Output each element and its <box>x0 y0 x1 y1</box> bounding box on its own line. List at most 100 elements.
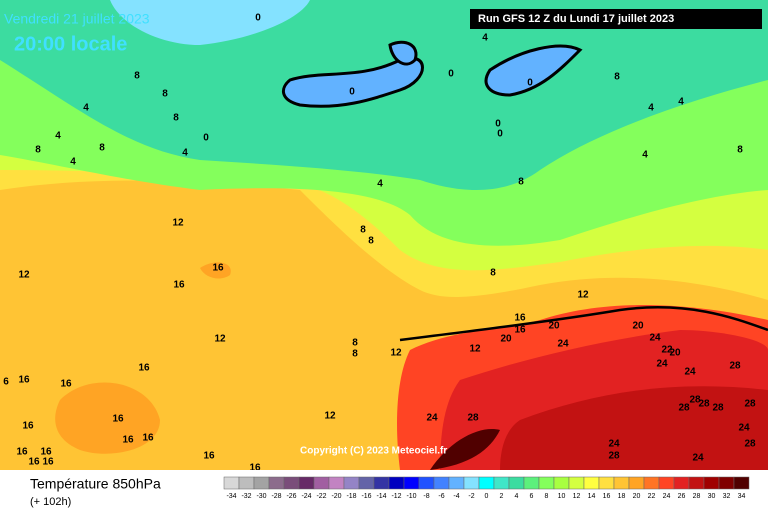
contour-label: 28 <box>712 403 724 414</box>
contour-label: 16 <box>122 435 134 446</box>
scale-swatch <box>448 476 465 490</box>
contour-label: 24 <box>692 453 704 464</box>
contour-label: 0 <box>527 78 533 89</box>
contour-label: 24 <box>608 439 620 450</box>
scale-label: 32 <box>723 493 731 500</box>
scale-label: 0 <box>485 493 489 500</box>
scale-label: -32 <box>241 493 251 500</box>
scale-swatch <box>628 476 645 490</box>
contour-label: 24 <box>649 333 661 344</box>
contour-label: 28 <box>729 361 741 372</box>
scale-label: -18 <box>346 493 356 500</box>
contour-label: 8 <box>614 72 620 83</box>
contour-label: 0 <box>255 13 261 24</box>
scale-label: -26 <box>286 493 296 500</box>
scale-swatch <box>298 476 315 490</box>
scale-label: -22 <box>316 493 326 500</box>
contour-label: 16 <box>28 457 40 468</box>
contour-label: 8 <box>518 177 524 188</box>
contour-label: 8 <box>360 225 366 236</box>
footer-lead: (+ 102h) <box>30 496 71 508</box>
contour-label: 20 <box>548 321 560 332</box>
footer-title: Température 850hPa <box>30 476 161 492</box>
scale-swatch <box>733 476 750 490</box>
scale-swatch <box>388 476 405 490</box>
scale-swatch <box>373 476 390 490</box>
scale-label: -20 <box>331 493 341 500</box>
contour-label: 4 <box>482 33 488 44</box>
run-info: Run GFS 12 Z du Lundi 17 juillet 2023 <box>478 13 674 25</box>
contour-label: 8 <box>737 145 743 156</box>
contour-label: 12 <box>469 344 481 355</box>
contour-label: 16 <box>514 313 526 324</box>
scale-swatch <box>673 476 690 490</box>
scale-swatch <box>403 476 420 490</box>
scale-swatch <box>688 476 705 490</box>
contour-label: 28 <box>744 399 756 410</box>
scale-label: 26 <box>678 493 686 500</box>
contour-label: 8 <box>490 268 496 279</box>
scale-swatch <box>223 476 240 490</box>
contour-label: 8 <box>35 145 41 156</box>
scale-swatch <box>343 476 360 490</box>
contour-label: 8 <box>162 89 168 100</box>
contour-label: 16 <box>142 433 154 444</box>
contour-label: 16 <box>212 263 224 274</box>
contour-label: 28 <box>678 403 690 414</box>
contour-label: 8 <box>352 349 358 360</box>
contour-label: 28 <box>689 395 701 406</box>
scale-label: -6 <box>438 493 444 500</box>
contour-label: 0 <box>448 69 454 80</box>
contour-label: 16 <box>138 363 150 374</box>
scale-swatch <box>478 476 495 490</box>
valid-date: Vendredi 21 juillet 2023 <box>4 11 150 27</box>
scale-label: -4 <box>453 493 459 500</box>
scale-label: 2 <box>500 493 504 500</box>
scale-swatch <box>553 476 570 490</box>
run-box <box>470 9 762 29</box>
scale-label: 28 <box>693 493 701 500</box>
scale-swatch <box>328 476 345 490</box>
scale-swatch <box>658 476 675 490</box>
contour-label: 28 <box>467 413 479 424</box>
scale-swatch <box>568 476 585 490</box>
scale-label: -10 <box>406 493 416 500</box>
scale-label: 6 <box>530 493 534 500</box>
map-background <box>0 0 768 470</box>
contour-label: 20 <box>669 348 681 359</box>
color-scale: -34 -32 -30 -28 -26 -24 -22 -20 -18 -16 -14 -12 -10-… <box>223 476 750 500</box>
contour-label: 12 <box>214 334 226 345</box>
scale-label: 12 <box>573 493 581 500</box>
scale-label: -28 <box>271 493 281 500</box>
contour-label: 12 <box>577 290 589 301</box>
scale-swatch <box>703 476 720 490</box>
scale-label: -14 <box>376 493 386 500</box>
scale-label: 16 <box>603 493 611 500</box>
contour-label: 8 <box>99 143 105 154</box>
scale-label: 18 <box>618 493 626 500</box>
contour-label: 4 <box>70 157 76 168</box>
contour-label: 4 <box>377 179 383 190</box>
scale-label: -16 <box>361 493 371 500</box>
contour-label: 12 <box>324 411 336 422</box>
scale-label: 8 <box>545 493 549 500</box>
scale-swatch <box>538 476 555 490</box>
scale-label: -12 <box>391 493 401 500</box>
scale-label: 10 <box>558 493 566 500</box>
contour-label: 24 <box>656 359 668 370</box>
contour-label: 28 <box>744 439 756 450</box>
contour-label: 28 <box>698 399 710 410</box>
scale-label: 4 <box>515 493 519 500</box>
scale-label: 24 <box>663 493 671 500</box>
contour-label: 4 <box>648 103 654 114</box>
contour-label: 16 <box>203 451 215 462</box>
scale-swatch <box>283 476 300 490</box>
contour-label: 12 <box>390 348 402 359</box>
scale-swatch <box>238 476 255 490</box>
contour-label: 16 <box>42 457 54 468</box>
contour-label: 16 <box>40 447 52 458</box>
contour-label: 24 <box>684 367 696 378</box>
contour-label: 28 <box>608 451 620 462</box>
scale-swatch <box>613 476 630 490</box>
contour-label: 8 <box>352 338 358 349</box>
